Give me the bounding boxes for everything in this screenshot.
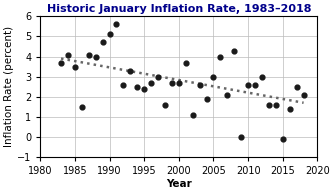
Point — [162, 103, 168, 106]
Point — [58, 61, 64, 64]
Point — [301, 93, 306, 96]
Point — [86, 53, 92, 56]
Point — [294, 85, 299, 88]
Point — [245, 83, 251, 86]
Point — [79, 105, 85, 108]
Point — [204, 97, 209, 100]
Point — [183, 61, 188, 64]
Point — [225, 93, 230, 96]
Point — [128, 69, 133, 72]
Point — [176, 81, 181, 84]
Point — [238, 135, 244, 138]
Point — [273, 103, 279, 106]
Point — [231, 49, 237, 52]
Point — [72, 65, 77, 68]
Title: Historic January Inflation Rate, 1983–2018: Historic January Inflation Rate, 1983–20… — [46, 4, 311, 14]
X-axis label: Year: Year — [166, 179, 192, 189]
Y-axis label: Inflation Rate (percent): Inflation Rate (percent) — [4, 26, 14, 147]
Point — [93, 55, 98, 58]
Point — [253, 83, 258, 86]
Point — [280, 137, 286, 141]
Point — [169, 81, 175, 84]
Point — [121, 83, 126, 86]
Point — [100, 41, 105, 44]
Point — [197, 83, 202, 86]
Point — [266, 103, 272, 106]
Point — [155, 75, 161, 78]
Point — [114, 23, 119, 26]
Point — [65, 53, 70, 56]
Point — [190, 113, 195, 116]
Point — [135, 85, 140, 88]
Point — [148, 81, 154, 84]
Point — [107, 33, 112, 36]
Point — [218, 55, 223, 58]
Point — [142, 87, 147, 90]
Point — [259, 75, 265, 78]
Point — [287, 107, 292, 110]
Point — [211, 75, 216, 78]
